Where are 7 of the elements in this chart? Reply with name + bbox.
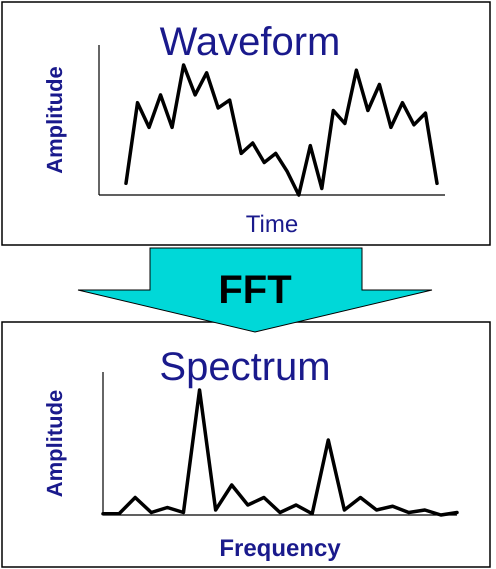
x-axis-title: Frequency <box>219 535 342 562</box>
chart-title: Spectrum <box>159 345 331 389</box>
y-axis-title: Amplitude <box>42 390 67 498</box>
y-axis-title: Amplitude <box>42 66 67 174</box>
x-axis-title: Time <box>246 211 298 238</box>
chart-title: Waveform <box>160 20 340 64</box>
text: FFT <box>218 268 292 312</box>
